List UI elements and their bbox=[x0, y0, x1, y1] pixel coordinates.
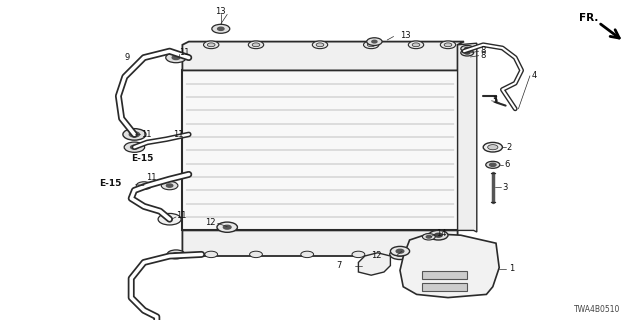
Circle shape bbox=[490, 163, 496, 166]
Circle shape bbox=[131, 145, 138, 149]
Circle shape bbox=[396, 249, 404, 253]
Circle shape bbox=[426, 236, 431, 238]
Text: E-15: E-15 bbox=[131, 154, 154, 163]
Circle shape bbox=[397, 251, 410, 258]
Text: 9: 9 bbox=[125, 53, 130, 62]
Circle shape bbox=[465, 52, 470, 54]
Circle shape bbox=[166, 52, 186, 63]
Circle shape bbox=[217, 222, 237, 232]
Bar bbox=[422, 283, 467, 291]
Text: 6: 6 bbox=[504, 160, 509, 169]
Circle shape bbox=[483, 142, 502, 152]
Text: E-15: E-15 bbox=[99, 180, 122, 188]
Circle shape bbox=[461, 45, 474, 52]
Circle shape bbox=[429, 230, 448, 240]
Circle shape bbox=[124, 142, 145, 152]
Circle shape bbox=[204, 41, 219, 49]
Circle shape bbox=[408, 41, 424, 49]
Circle shape bbox=[167, 250, 185, 259]
Circle shape bbox=[465, 47, 470, 50]
Text: 11: 11 bbox=[146, 173, 156, 182]
Text: 13: 13 bbox=[400, 31, 411, 40]
Circle shape bbox=[250, 251, 262, 258]
Circle shape bbox=[218, 27, 224, 30]
Polygon shape bbox=[182, 42, 464, 70]
Text: 14: 14 bbox=[436, 229, 447, 238]
Circle shape bbox=[223, 225, 231, 229]
Circle shape bbox=[444, 43, 452, 47]
Text: 4: 4 bbox=[531, 71, 536, 80]
Text: TWA4B0510: TWA4B0510 bbox=[575, 305, 621, 314]
Text: 12: 12 bbox=[371, 252, 381, 260]
Circle shape bbox=[161, 181, 178, 190]
Circle shape bbox=[166, 184, 173, 187]
Circle shape bbox=[252, 43, 260, 47]
Text: 11: 11 bbox=[176, 212, 186, 220]
Circle shape bbox=[440, 41, 456, 49]
Text: 3: 3 bbox=[502, 183, 508, 192]
Circle shape bbox=[412, 43, 420, 47]
Bar bbox=[182, 70, 458, 230]
Bar bbox=[422, 271, 467, 279]
Circle shape bbox=[141, 184, 147, 187]
Polygon shape bbox=[182, 230, 464, 256]
Circle shape bbox=[367, 38, 382, 45]
Circle shape bbox=[488, 145, 498, 150]
Text: 11: 11 bbox=[173, 130, 183, 139]
Circle shape bbox=[396, 252, 404, 256]
Circle shape bbox=[207, 43, 215, 47]
Circle shape bbox=[173, 253, 179, 256]
Text: 8: 8 bbox=[480, 46, 485, 55]
Text: 12: 12 bbox=[205, 218, 215, 227]
Polygon shape bbox=[358, 253, 390, 275]
Text: 11: 11 bbox=[141, 130, 151, 139]
Circle shape bbox=[352, 251, 365, 258]
Circle shape bbox=[390, 246, 410, 256]
Circle shape bbox=[158, 213, 181, 225]
Text: 2: 2 bbox=[507, 143, 512, 152]
Circle shape bbox=[372, 40, 377, 43]
Circle shape bbox=[248, 41, 264, 49]
Text: 8: 8 bbox=[480, 51, 485, 60]
Circle shape bbox=[172, 56, 180, 60]
Circle shape bbox=[442, 251, 454, 258]
Circle shape bbox=[205, 251, 218, 258]
Text: 13: 13 bbox=[216, 7, 226, 16]
Text: 1: 1 bbox=[509, 264, 514, 273]
Circle shape bbox=[212, 24, 230, 33]
Circle shape bbox=[136, 182, 152, 189]
Circle shape bbox=[390, 249, 410, 260]
Text: 5: 5 bbox=[493, 96, 498, 105]
Circle shape bbox=[367, 43, 375, 47]
Circle shape bbox=[123, 129, 146, 140]
Circle shape bbox=[364, 41, 379, 49]
Circle shape bbox=[312, 41, 328, 49]
Polygon shape bbox=[458, 43, 477, 232]
Text: FR.: FR. bbox=[579, 13, 598, 23]
Circle shape bbox=[129, 132, 140, 137]
Circle shape bbox=[435, 233, 442, 237]
Circle shape bbox=[486, 161, 500, 168]
Polygon shape bbox=[400, 234, 499, 298]
Circle shape bbox=[461, 50, 474, 56]
Text: 7: 7 bbox=[336, 261, 341, 270]
Circle shape bbox=[301, 251, 314, 258]
Circle shape bbox=[316, 43, 324, 47]
Circle shape bbox=[422, 234, 435, 240]
Text: 11: 11 bbox=[179, 48, 189, 57]
